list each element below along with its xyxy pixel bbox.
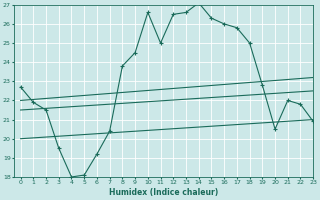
X-axis label: Humidex (Indice chaleur): Humidex (Indice chaleur) bbox=[109, 188, 218, 197]
